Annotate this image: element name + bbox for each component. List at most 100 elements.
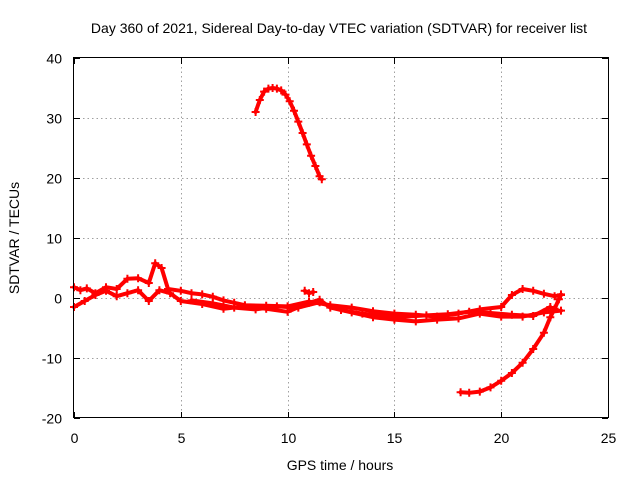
y-tick-label: 10	[46, 231, 62, 247]
x-tick-label: 10	[281, 430, 297, 446]
data-point	[272, 84, 281, 93]
data-point	[497, 376, 506, 385]
data-point	[518, 358, 527, 367]
data-point	[529, 312, 538, 320]
data-point	[123, 289, 132, 298]
data-point	[358, 309, 367, 318]
data-point	[144, 297, 153, 305]
series-line-arc-main-b	[72, 288, 563, 324]
y-tick-label: -20	[42, 411, 62, 427]
data-point	[539, 289, 548, 298]
data-point	[251, 305, 260, 314]
data-point	[529, 345, 538, 353]
data-point	[277, 86, 286, 95]
data-point	[317, 175, 326, 184]
grid	[74, 58, 608, 418]
data-point	[507, 291, 516, 299]
data-point	[486, 309, 495, 317]
y-tick-label: 20	[46, 171, 62, 187]
data-point	[187, 296, 196, 305]
x-tick-label: 20	[494, 430, 510, 446]
data-point	[529, 286, 538, 295]
data-point	[307, 151, 316, 160]
data-point	[300, 286, 309, 295]
x-tick-labels: 0 5 10 15 20 25	[71, 430, 617, 446]
x-tick-label: 0	[71, 430, 79, 446]
data-point	[518, 285, 527, 293]
data-point	[456, 388, 465, 397]
x-axis-label: GPS time / hours	[287, 457, 394, 473]
data-point	[302, 140, 311, 149]
data-point	[337, 306, 345, 314]
data-point	[454, 314, 463, 323]
data-point	[557, 290, 565, 299]
data-point	[475, 387, 484, 396]
data-point	[208, 299, 217, 308]
data-point	[290, 106, 298, 115]
data-point	[539, 328, 548, 337]
data-point	[507, 310, 516, 319]
data-point	[230, 303, 239, 312]
data-point	[144, 279, 153, 287]
data-point	[82, 284, 91, 293]
y-tick-labels: -20 -10 0 10 20 30 40	[42, 51, 62, 427]
data-point	[281, 90, 290, 99]
data-point	[91, 291, 100, 299]
y-axis-label: SDTVAR / TECUs	[6, 182, 22, 294]
data-point	[151, 259, 160, 268]
data-point	[311, 162, 320, 170]
data-point	[176, 286, 185, 295]
data-point	[507, 369, 516, 377]
data-point	[285, 97, 294, 106]
data-point	[294, 117, 303, 126]
data-point	[294, 303, 303, 312]
x-tick-label: 5	[178, 430, 186, 446]
data-point	[550, 304, 559, 313]
data-point	[112, 285, 121, 293]
data-point	[134, 274, 143, 283]
series-line-arc-main-a	[72, 261, 563, 319]
data-point	[123, 274, 132, 283]
data-point	[546, 303, 555, 311]
y-tick-label: 0	[54, 291, 62, 307]
data-point	[76, 286, 85, 295]
data-point	[497, 303, 506, 311]
data-point	[433, 315, 442, 324]
data-point	[272, 302, 281, 311]
data-point	[80, 297, 89, 305]
data-point	[443, 310, 452, 319]
data-point	[219, 296, 228, 305]
data-point	[557, 306, 565, 315]
data-point	[554, 295, 563, 304]
data-point	[550, 292, 559, 301]
data-point	[283, 307, 292, 316]
data-point	[198, 290, 207, 299]
data-point	[305, 289, 313, 298]
data-point	[102, 286, 110, 295]
axis-ticks	[74, 58, 609, 419]
y-tick-label: 30	[46, 111, 62, 127]
data-point	[251, 108, 260, 116]
data-point	[486, 383, 495, 392]
data-point	[298, 129, 307, 137]
y-tick-label: 40	[46, 51, 62, 67]
plot-frame	[73, 57, 609, 418]
data-point	[134, 286, 143, 295]
data-point	[309, 288, 318, 296]
data-point	[465, 307, 474, 316]
data-point	[465, 388, 474, 397]
data-point	[422, 311, 431, 320]
x-tick-label: 15	[387, 430, 403, 446]
data-point	[260, 87, 269, 96]
data-point	[546, 313, 555, 322]
y-tick-label: -10	[42, 351, 62, 367]
data-point	[166, 289, 175, 298]
data-point	[255, 96, 264, 104]
data-point	[176, 297, 185, 305]
data-series	[70, 84, 565, 397]
data-point	[155, 286, 164, 295]
chart-title: Day 360 of 2021, Sidereal Day-to-day VTE…	[91, 20, 587, 36]
data-point	[187, 289, 196, 298]
data-point	[315, 298, 324, 307]
